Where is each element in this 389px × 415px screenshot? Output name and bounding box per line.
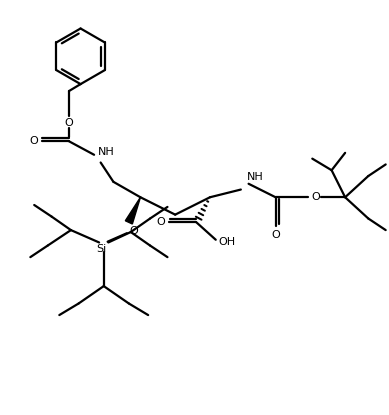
Text: Si: Si [97,244,107,254]
Text: NH: NH [98,147,115,157]
Text: OH: OH [219,237,236,247]
Text: O: O [129,226,138,236]
Text: O: O [65,118,74,128]
Polygon shape [125,197,140,224]
Text: O: O [311,192,320,202]
Text: O: O [156,217,165,227]
Text: O: O [271,230,280,240]
Text: NH: NH [247,172,263,182]
Text: O: O [29,136,38,146]
